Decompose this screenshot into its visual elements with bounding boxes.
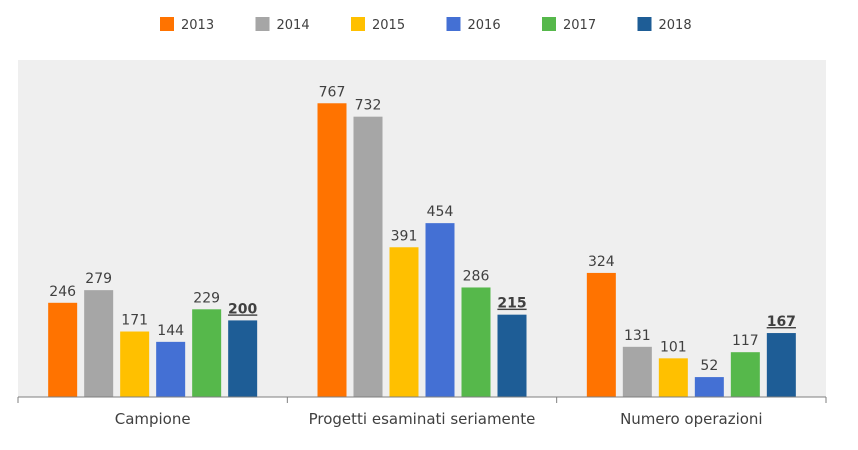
value-label-2015-2: 391 [391, 228, 418, 244]
legend-item-2018: 2018 [637, 17, 692, 33]
category-label-1: Campione [115, 410, 191, 428]
legend-item-2013: 2013 [160, 17, 214, 33]
bar-2015-3 [658, 358, 688, 397]
value-labels-layer: 246 279 171 144 229 200 767 732 391 454 286 215 324 1… [49, 84, 796, 374]
value-label-2017-3: 117 [732, 333, 759, 349]
legend-label-2014: 2014 [277, 18, 310, 33]
bar-2017-3 [730, 352, 760, 397]
legend-label-2013: 2013 [181, 18, 214, 33]
legend-item-2016: 2016 [446, 17, 501, 33]
legend-swatch-2018 [637, 17, 652, 31]
value-label-2014-3: 131 [624, 328, 651, 344]
value-label-2017-2: 286 [463, 268, 490, 284]
value-label-2014-1: 279 [85, 271, 112, 287]
legend-swatch-2016 [446, 17, 461, 31]
value-label-2016-1: 144 [157, 323, 184, 339]
value-label-2018-3: 167 [767, 314, 796, 330]
bar-2015-2 [389, 247, 419, 397]
legend-label-2015: 2015 [372, 18, 405, 33]
category-label-3: Numero operazioni [620, 410, 763, 428]
category-labels-layer: Campione Progetti esaminati seriamente Num… [115, 410, 763, 428]
legend-label-2016: 2016 [468, 18, 501, 33]
bar-2017-1 [192, 309, 222, 397]
value-label-2015-3: 101 [660, 339, 687, 355]
value-label-2013-2: 767 [319, 84, 346, 100]
legend-swatch-2017 [542, 17, 556, 31]
bar-2014-2 [353, 116, 383, 397]
bar-2018-2 [497, 314, 527, 397]
x-axis-ticks [17, 397, 827, 403]
value-label-2018-1: 200 [228, 301, 257, 317]
bar-2014-3 [622, 346, 652, 397]
value-label-2018-2: 215 [497, 296, 526, 312]
bar-2015-1 [120, 331, 150, 397]
legend-swatch-2015 [351, 17, 365, 31]
value-label-2013-3: 324 [588, 254, 615, 270]
bar-2018-1 [228, 320, 258, 397]
bar-2016-1 [156, 341, 186, 397]
bars-layer [48, 103, 796, 397]
value-label-2015-1: 171 [121, 313, 148, 329]
bar-2018-3 [766, 333, 796, 397]
value-label-2016-2: 454 [427, 204, 454, 220]
bar-2013-2 [317, 103, 347, 397]
legend: 2013 2014 2015 2016 2017 2018 [160, 17, 692, 33]
value-label-2017-1: 229 [193, 290, 220, 306]
legend-swatch-2013 [160, 17, 174, 31]
legend-label-2018: 2018 [659, 18, 692, 33]
legend-label-2017: 2017 [563, 18, 596, 33]
legend-item-2017: 2017 [542, 17, 596, 33]
plot-area [18, 60, 826, 397]
bar-2016-2 [425, 223, 455, 397]
bar-2017-2 [461, 287, 491, 397]
value-label-2016-3: 52 [700, 358, 718, 374]
legend-item-2015: 2015 [351, 17, 405, 33]
bar-2013-1 [48, 302, 78, 397]
category-label-2: Progetti esaminati seriamente [309, 410, 536, 428]
bar-2014-1 [84, 290, 114, 397]
bar-2016-3 [694, 377, 724, 397]
bar-2013-3 [586, 272, 616, 397]
value-label-2013-1: 246 [49, 284, 76, 300]
legend-swatch-2014 [255, 17, 270, 31]
legend-item-2014: 2014 [255, 17, 310, 33]
value-label-2014-2: 732 [355, 98, 382, 114]
